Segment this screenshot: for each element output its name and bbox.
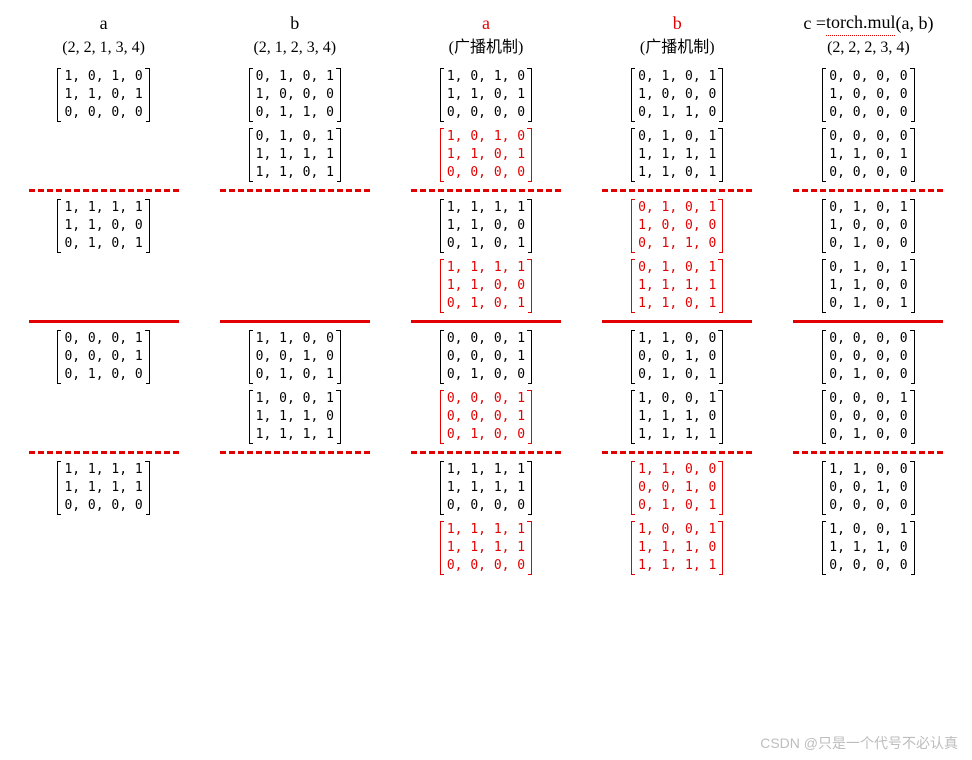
section: 1, 1, 1, 1 1, 1, 1, 1 0, 0, 0, 0 1, 1, 1,… (390, 458, 581, 578)
matrix: 0, 1, 0, 1 1, 1, 1, 1 1, 1, 0, 1 (249, 128, 341, 182)
section: 0, 0, 0, 1 0, 0, 0, 1 0, 1, 0, 0 (8, 327, 199, 447)
column-blocks: 1, 0, 1, 0 1, 1, 0, 1 0, 0, 0, 0 1, 0, 1,… (390, 65, 581, 578)
section: 1, 0, 1, 0 1, 1, 0, 1 0, 0, 0, 0 1, 0, 1,… (390, 65, 581, 185)
section: 1, 1, 1, 1 1, 1, 0, 0 0, 1, 0, 1 (8, 196, 199, 316)
matrix: 0, 1, 0, 1 1, 0, 0, 0 0, 1, 1, 0 (631, 199, 723, 253)
section: 0, 0, 0, 0 1, 0, 0, 0 0, 0, 0, 0 0, 0, 0,… (773, 65, 964, 185)
column-shape: (2, 2, 2, 3, 4) (827, 38, 910, 57)
matrix: 1, 0, 0, 1 1, 1, 1, 0 1, 1, 1, 1 (249, 390, 341, 444)
matrix: 0, 0, 0, 0 0, 0, 0, 0 0, 1, 0, 0 (822, 330, 914, 384)
matrix: 0, 0, 0, 1 0, 0, 0, 1 0, 1, 0, 0 (440, 330, 532, 384)
matrix: 1, 0, 1, 0 1, 1, 0, 1 0, 0, 0, 0 (440, 68, 532, 122)
section: 1, 1, 0, 0 0, 0, 1, 0 0, 0, 0, 0 1, 0, 0,… (773, 458, 964, 578)
divider-dashed (29, 189, 179, 192)
divider-solid (793, 320, 943, 323)
matrix: 1, 1, 1, 1 1, 1, 0, 0 0, 1, 0, 1 (57, 199, 149, 253)
divider-dashed (793, 451, 943, 454)
divider-dashed (220, 189, 370, 192)
matrix: 0, 1, 0, 1 1, 1, 1, 1 1, 1, 0, 1 (631, 128, 723, 182)
section: 0, 0, 0, 0 0, 0, 0, 0 0, 1, 0, 0 0, 0, 0,… (773, 327, 964, 447)
divider-solid (411, 320, 561, 323)
divider-solid (29, 320, 179, 323)
divider-dashed (411, 189, 561, 192)
divider-dashed (29, 451, 179, 454)
column: a (2, 2, 1, 3, 4) 1, 0, 1, 0 1, 1, 0, 1 0,… (8, 12, 199, 578)
matrix: 1, 1, 0, 0 0, 0, 1, 0 0, 1, 0, 1 (631, 330, 723, 384)
section: 1, 0, 1, 0 1, 1, 0, 1 0, 0, 0, 0 (8, 65, 199, 185)
section: 0, 0, 0, 1 0, 0, 0, 1 0, 1, 0, 0 0, 0, 0,… (390, 327, 581, 447)
matrix: 0, 1, 0, 1 1, 1, 1, 1 1, 1, 0, 1 (631, 259, 723, 313)
column-blocks: 0, 1, 0, 1 1, 0, 0, 0 0, 1, 1, 0 0, 1, 0,… (582, 65, 773, 578)
matrix: 0, 0, 0, 0 1, 1, 0, 1 0, 0, 0, 0 (822, 128, 914, 182)
section: 0, 1, 0, 1 1, 0, 0, 0 0, 1, 0, 0 0, 1, 0,… (773, 196, 964, 316)
matrix: 1, 1, 1, 1 1, 1, 1, 1 0, 0, 0, 0 (440, 461, 532, 515)
section: 1, 1, 1, 1 1, 1, 0, 0 0, 1, 0, 1 1, 1, 1,… (390, 196, 581, 316)
column: b(广播机制)0, 1, 0, 1 1, 0, 0, 0 0, 1, 1, 00… (582, 12, 773, 578)
column: c = torch.mul(a, b) (2, 2, 2, 3, 4) 0, 0, … (773, 12, 964, 578)
matrix: 1, 1, 0, 0 0, 0, 1, 0 0, 1, 0, 1 (631, 461, 723, 515)
section: 1, 1, 0, 0 0, 0, 1, 0 0, 1, 0, 1 1, 0, 0,… (199, 327, 390, 447)
column-shape: (2, 2, 1, 3, 4) (62, 38, 145, 57)
column-blocks: 1, 0, 1, 0 1, 1, 0, 1 0, 0, 0, 0 1, 1, 1,… (8, 65, 199, 578)
matrix: 0, 1, 0, 1 1, 0, 0, 0 0, 1, 1, 0 (249, 68, 341, 122)
matrix: 1, 1, 1, 1 1, 1, 1, 1 0, 0, 0, 0 (57, 461, 149, 515)
column-shape: (广播机制) (449, 38, 524, 57)
matrix: 0, 1, 0, 1 1, 0, 0, 0 0, 1, 1, 0 (631, 68, 723, 122)
section: 0, 1, 0, 1 1, 0, 0, 0 0, 1, 1, 0 0, 1, 0,… (582, 65, 773, 185)
column-title: b (290, 12, 299, 36)
watermark: CSDN @只是一个代号不必认真 (760, 735, 958, 752)
matrix: 0, 0, 0, 1 0, 0, 0, 0 0, 1, 0, 0 (822, 390, 914, 444)
matrix: 0, 1, 0, 1 1, 1, 0, 0 0, 1, 0, 1 (822, 259, 914, 313)
column-blocks: 0, 0, 0, 0 1, 0, 0, 0 0, 0, 0, 0 0, 0, 0,… (773, 65, 964, 578)
matrix: 0, 1, 0, 1 1, 0, 0, 0 0, 1, 0, 0 (822, 199, 914, 253)
section: 1, 1, 0, 0 0, 0, 1, 0 0, 1, 0, 1 1, 0, 0,… (582, 458, 773, 578)
section: 0, 1, 0, 1 1, 0, 0, 0 0, 1, 1, 0 0, 1, 0,… (582, 196, 773, 316)
section: 1, 1, 0, 0 0, 0, 1, 0 0, 1, 0, 1 1, 0, 0,… (582, 327, 773, 447)
section (199, 196, 390, 316)
matrix: 1, 0, 1, 0 1, 1, 0, 1 0, 0, 0, 0 (440, 128, 532, 182)
matrix: 1, 0, 0, 1 1, 1, 1, 0 1, 1, 1, 1 (631, 521, 723, 575)
section (199, 458, 390, 578)
matrix: 1, 1, 1, 1 1, 1, 1, 1 0, 0, 0, 0 (440, 521, 532, 575)
matrix: 1, 1, 0, 0 0, 0, 1, 0 0, 1, 0, 1 (249, 330, 341, 384)
section: 0, 1, 0, 1 1, 0, 0, 0 0, 1, 1, 0 0, 1, 0,… (199, 65, 390, 185)
matrix: 1, 0, 1, 0 1, 1, 0, 1 0, 0, 0, 0 (57, 68, 149, 122)
matrix: 1, 1, 1, 1 1, 1, 0, 0 0, 1, 0, 1 (440, 259, 532, 313)
divider-dashed (793, 189, 943, 192)
column: b (2, 1, 2, 3, 4) 0, 1, 0, 1 1, 0, 0, 0 0,… (199, 12, 390, 578)
column: a(广播机制)1, 0, 1, 0 1, 1, 0, 1 0, 0, 0, 01… (390, 12, 581, 578)
matrix: 0, 0, 0, 0 1, 0, 0, 0 0, 0, 0, 0 (822, 68, 914, 122)
column-shape: (广播机制) (640, 38, 715, 57)
divider-solid (220, 320, 370, 323)
column-title: b (673, 12, 682, 36)
column-blocks: 0, 1, 0, 1 1, 0, 0, 0 0, 1, 1, 0 0, 1, 0,… (199, 65, 390, 578)
matrix: 0, 0, 0, 1 0, 0, 0, 1 0, 1, 0, 0 (57, 330, 149, 384)
column-title: a (100, 12, 108, 36)
divider-dashed (411, 451, 561, 454)
column-title: c = torch.mul(a, b) (803, 12, 933, 36)
divider-dashed (602, 451, 752, 454)
divider-dashed (220, 451, 370, 454)
matrix: 1, 1, 0, 0 0, 0, 1, 0 0, 0, 0, 0 (822, 461, 914, 515)
divider-solid (602, 320, 752, 323)
section: 1, 1, 1, 1 1, 1, 1, 1 0, 0, 0, 0 (8, 458, 199, 578)
divider-dashed (602, 189, 752, 192)
column-shape: (2, 1, 2, 3, 4) (253, 38, 336, 57)
column-title: a (482, 12, 490, 36)
matrix: 0, 0, 0, 1 0, 0, 0, 1 0, 1, 0, 0 (440, 390, 532, 444)
matrix: 1, 0, 0, 1 1, 1, 1, 0 1, 1, 1, 1 (631, 390, 723, 444)
matrix: 1, 1, 1, 1 1, 1, 0, 0 0, 1, 0, 1 (440, 199, 532, 253)
diagram-container: a (2, 2, 1, 3, 4) 1, 0, 1, 0 1, 1, 0, 1 0,… (8, 12, 964, 578)
matrix: 1, 0, 0, 1 1, 1, 1, 0 0, 0, 0, 0 (822, 521, 914, 575)
